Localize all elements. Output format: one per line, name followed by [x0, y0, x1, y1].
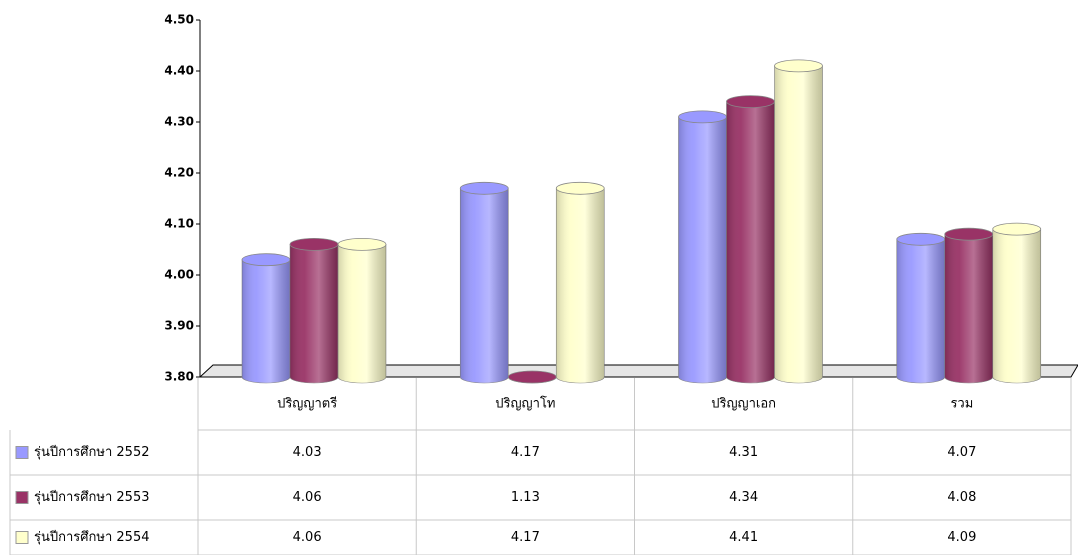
x-tick-label: ปริญญาเอก: [711, 397, 776, 412]
x-tick-label: ปริญญาโท: [495, 396, 555, 412]
table-value: 4.17: [511, 530, 540, 545]
bar-shade: [774, 65, 823, 384]
legend-swatch: [15, 446, 29, 459]
bar-top: [726, 95, 775, 108]
table-value: 4.06: [293, 530, 322, 545]
bar-top: [241, 253, 291, 267]
bar-top: [289, 237, 339, 251]
bar-top: [896, 232, 946, 246]
bar-shade: [556, 188, 605, 383]
bar-top: [992, 222, 1042, 236]
bar-top: [774, 59, 823, 73]
bar-shade: [338, 244, 386, 383]
table-value: 4.17: [511, 445, 540, 460]
y-tick-label: 4.20: [164, 166, 194, 180]
legend-label: รุ่นปีการศึกษา 2552: [34, 444, 149, 460]
legend-swatch: [15, 491, 29, 504]
y-tick-label: 3.90: [164, 319, 194, 333]
table-value: 4.06: [293, 490, 322, 505]
x-tick-label: รวม: [950, 397, 973, 412]
bar-shade: [242, 259, 290, 383]
table-value: 4.03: [293, 445, 322, 460]
table-value: 4.31: [729, 445, 758, 460]
y-tick-label: 4.30: [164, 115, 194, 129]
x-tick-label: ปริญญาตรี: [277, 396, 337, 412]
legend-label: รุ่นปีการศึกษา 2553: [34, 489, 149, 505]
bar-shade: [290, 244, 338, 383]
bar-top: [678, 110, 727, 124]
table-value: 4.34: [729, 490, 758, 505]
bar-shade: [726, 101, 775, 383]
bar-shade: [460, 188, 509, 383]
bar-top: [944, 227, 994, 241]
legend-label: รุ่นปีการศึกษา 2554: [34, 529, 149, 545]
y-tick-label: 4.50: [164, 13, 194, 27]
bar-shade: [678, 116, 727, 384]
bar-shade: [944, 234, 993, 383]
bar-shade: [992, 229, 1041, 383]
table-value: 4.41: [729, 530, 758, 545]
table-value: 4.08: [947, 490, 976, 505]
bar-top: [507, 370, 557, 384]
bar-top: [337, 237, 387, 251]
table-value: 1.13: [511, 490, 540, 505]
y-tick-label: 4.00: [164, 268, 194, 282]
y-tick-label: 4.40: [164, 64, 194, 78]
bar-top: [555, 181, 605, 195]
bar-top: [459, 181, 509, 195]
bar-shade: [896, 239, 945, 383]
y-tick-label: 4.10: [164, 217, 194, 231]
table-value: 4.07: [947, 445, 976, 460]
table-value: 4.09: [947, 530, 976, 545]
y-tick-label: 3.80: [164, 370, 194, 384]
legend-swatch: [15, 531, 29, 544]
